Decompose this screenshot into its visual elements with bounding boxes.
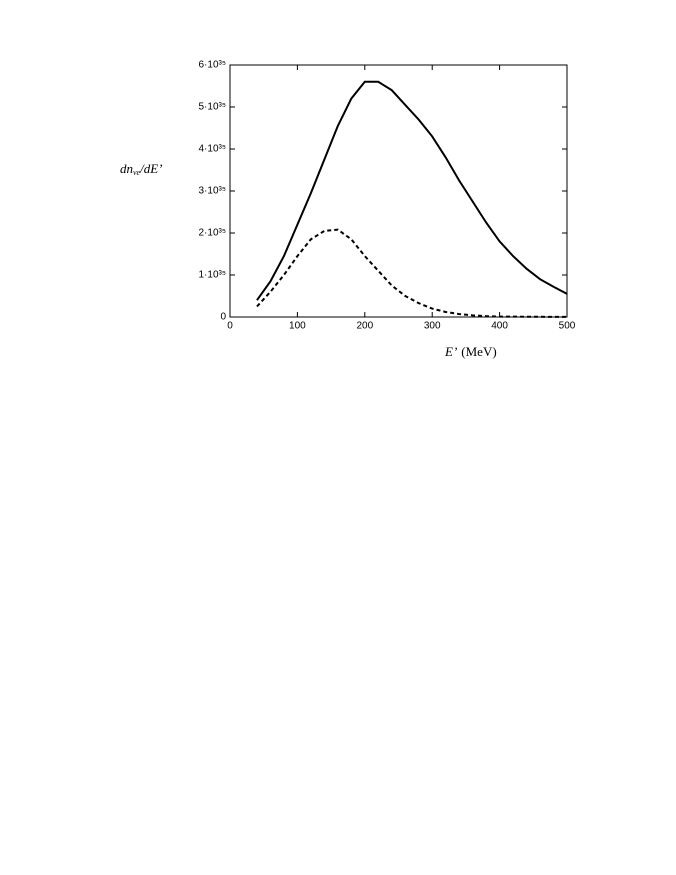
y-label-rest: /dE’ xyxy=(139,161,162,176)
y-tick-label: 5·10³⁵ xyxy=(199,102,227,113)
x-tick-label: 0 xyxy=(227,321,233,332)
x-label-symbol: E’ xyxy=(444,344,457,359)
y-label-base: dn xyxy=(120,161,133,176)
data-line xyxy=(256,228,567,318)
y-tick-label: 0 xyxy=(220,312,226,323)
y-tick-label: 2·10³⁵ xyxy=(199,228,227,239)
y-tick-label: 4·10³⁵ xyxy=(199,144,227,155)
x-tick-label: 500 xyxy=(559,321,576,332)
data-line xyxy=(256,80,568,301)
y-label-subscript: νe xyxy=(133,168,141,177)
y-tick-label: 1·10³⁵ xyxy=(199,270,227,281)
x-tick-label: 200 xyxy=(356,321,373,332)
y-tick-label: 6·10³⁵ xyxy=(199,60,227,71)
y-axis-label: dnνe/dE’ xyxy=(120,161,163,177)
x-tick-label: 400 xyxy=(491,321,508,332)
y-tick-label: 3·10³⁵ xyxy=(199,186,227,197)
x-axis-label: E’ (MeV) xyxy=(444,344,497,359)
x-tick-label: 300 xyxy=(424,321,441,332)
x-label-unit: (MeV) xyxy=(461,344,496,359)
x-tick-label: 100 xyxy=(289,321,306,332)
